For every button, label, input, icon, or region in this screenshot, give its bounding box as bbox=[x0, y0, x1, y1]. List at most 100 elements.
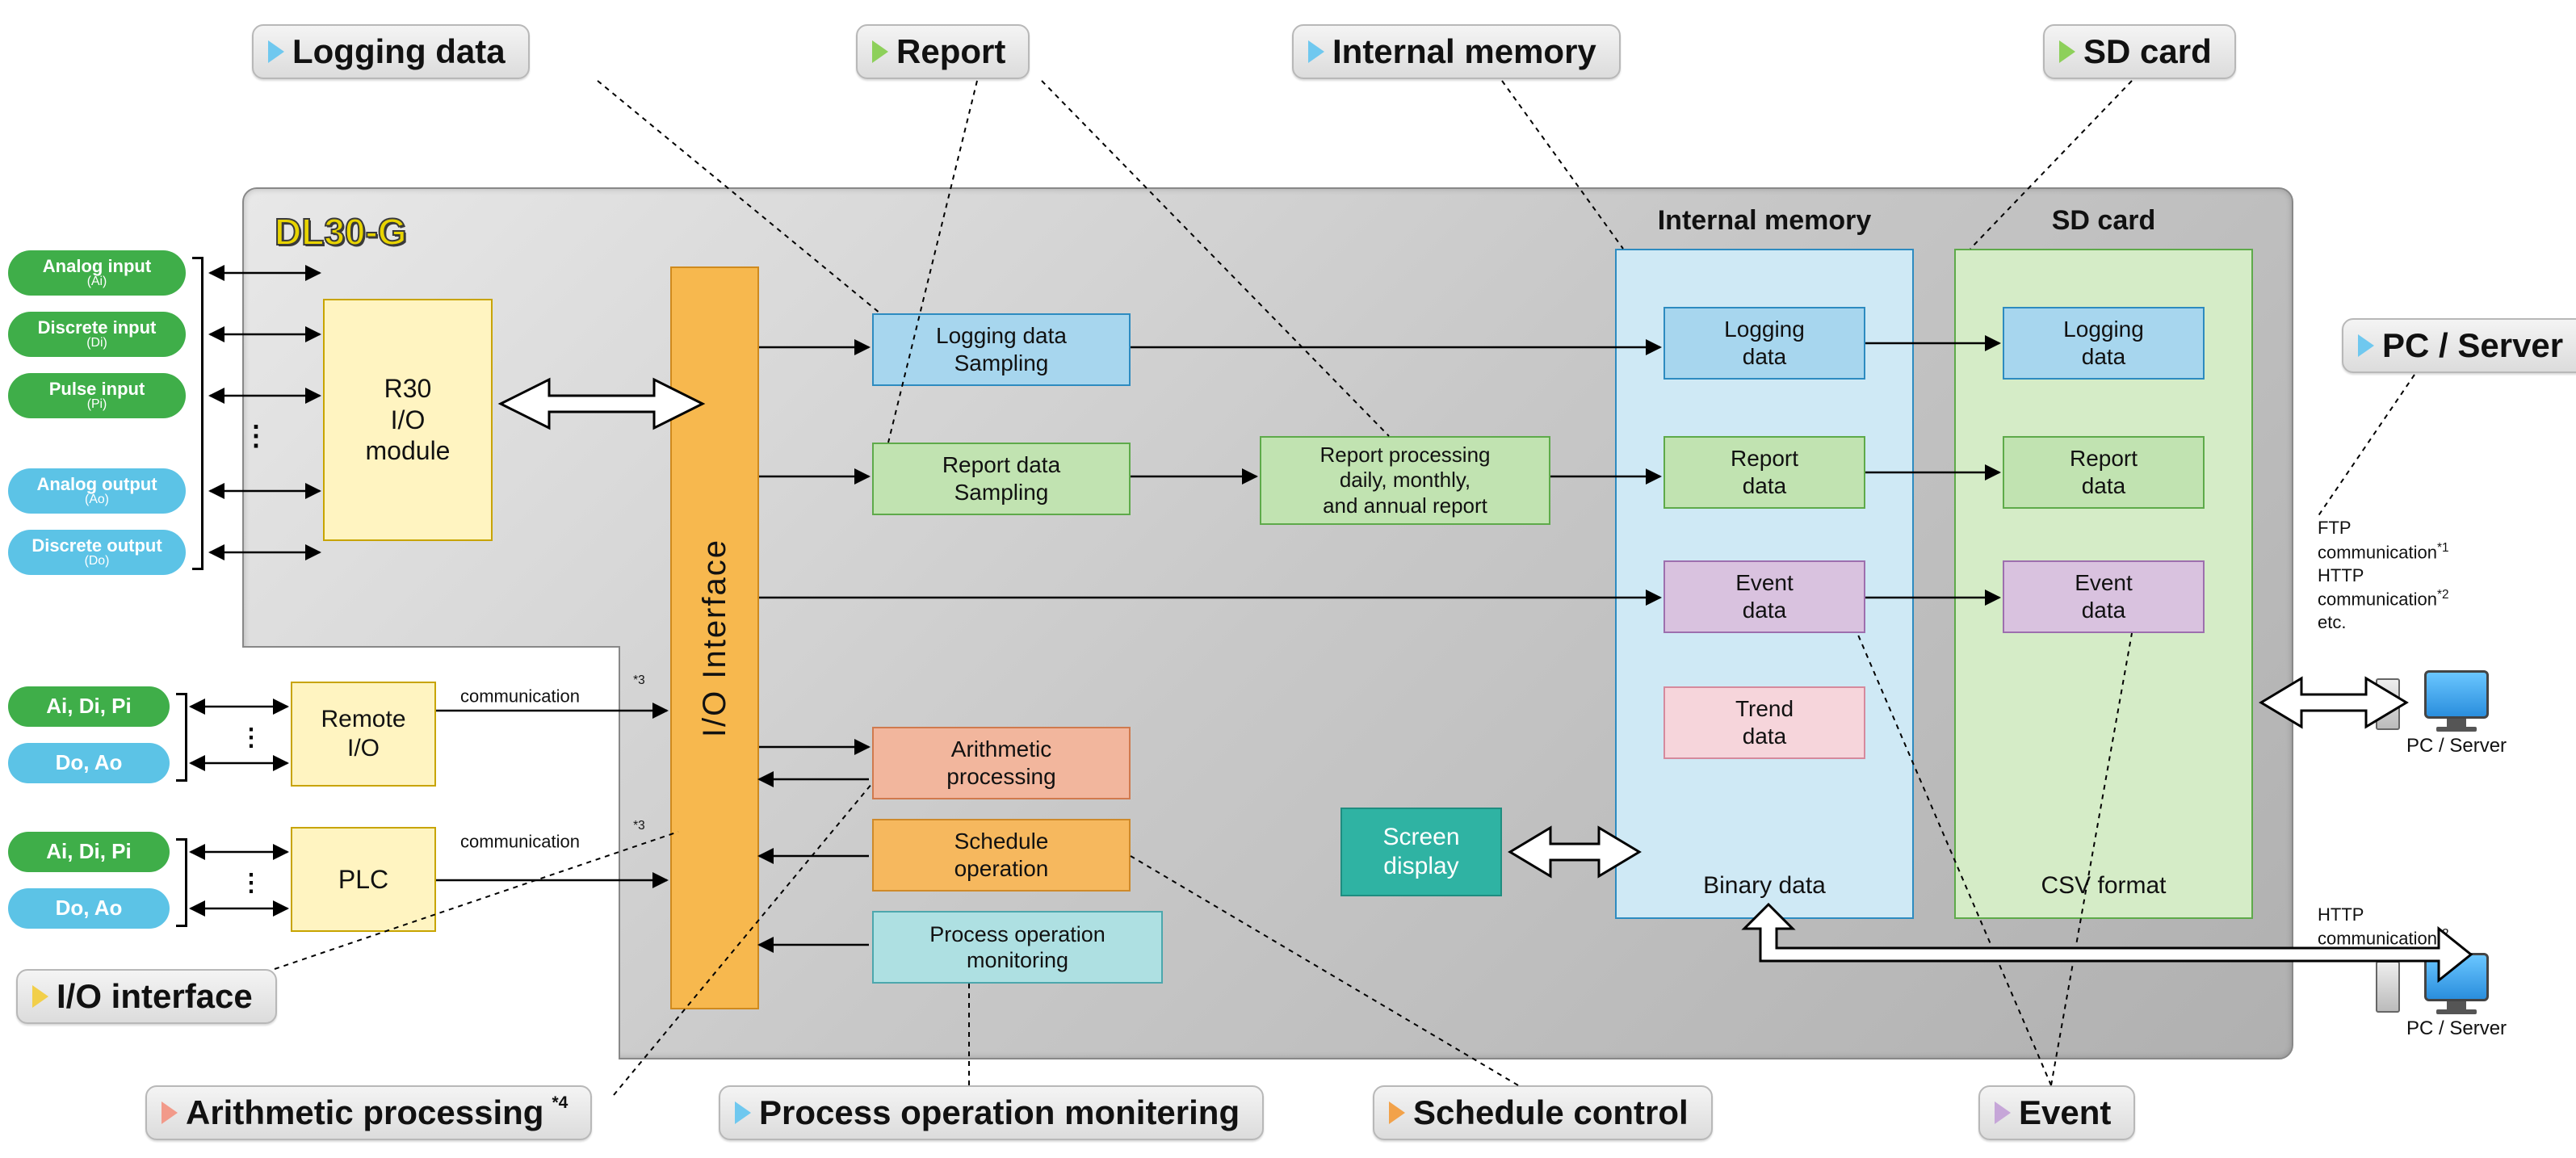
chevron-icon bbox=[1995, 1101, 2011, 1124]
box-proc-mon: Process operation monitoring bbox=[872, 911, 1163, 984]
bracket-inputs bbox=[192, 257, 203, 570]
imbox-logging: Logging data bbox=[1663, 307, 1865, 380]
callout-proc-mon: Process operation monitering bbox=[719, 1085, 1264, 1140]
pill-label: Ai, Di, Pi bbox=[46, 695, 131, 717]
chevron-icon bbox=[2059, 40, 2075, 63]
callout-label: Report bbox=[896, 32, 1005, 71]
pill-sub: (Di) bbox=[86, 337, 107, 350]
annot-sup: *3 bbox=[633, 819, 645, 833]
box-report-sampling: Report data Sampling bbox=[872, 443, 1131, 515]
annot-sup: *1 bbox=[2437, 541, 2449, 555]
pill-label: Pulse input bbox=[49, 380, 145, 398]
annot-sup: *3 bbox=[633, 673, 645, 687]
chevron-icon bbox=[2358, 334, 2374, 357]
pill-label: Do, Ao bbox=[56, 752, 123, 774]
callout-label: I/O interface bbox=[57, 977, 253, 1016]
pc-server-icon-1: PC / Server bbox=[2406, 670, 2507, 757]
sdbox-logging: Logging data bbox=[2003, 307, 2205, 380]
annot-text: HTTP communication bbox=[2318, 565, 2437, 610]
pill-label: Discrete input bbox=[38, 318, 157, 337]
callout-logging-data: Logging data bbox=[252, 24, 530, 79]
title-internal-memory: Internal memory bbox=[1615, 205, 1914, 237]
callout-io-interface: I/O interface bbox=[16, 969, 277, 1024]
device-title: DL30-G bbox=[275, 210, 407, 254]
panel-notch-border-v bbox=[619, 646, 620, 1059]
callout-sd-card: SD card bbox=[2043, 24, 2236, 79]
pill-label: Ai, Di, Pi bbox=[46, 841, 131, 862]
box-plc: PLC bbox=[291, 827, 436, 932]
callout-label: Arithmetic processing bbox=[186, 1093, 543, 1132]
callout-pc-server: PC / Server bbox=[2342, 318, 2576, 373]
callout-label: Event bbox=[2019, 1093, 2111, 1132]
box-schedule: Schedule operation bbox=[872, 819, 1131, 892]
pill-analog-output: Analog output (Ao) bbox=[8, 468, 186, 514]
chevron-icon bbox=[162, 1101, 178, 1124]
box-logging-sampling: Logging data Sampling bbox=[872, 313, 1131, 386]
pill-sub: (Ai) bbox=[87, 275, 107, 289]
label-csv: CSV format bbox=[1954, 872, 2253, 900]
box-arithmetic: Arithmetic processing bbox=[872, 727, 1131, 799]
title-sd-card: SD card bbox=[1954, 205, 2253, 237]
callout-label: Schedule control bbox=[1413, 1093, 1689, 1132]
callout-schedule: Schedule control bbox=[1373, 1085, 1713, 1140]
annot-text: communication bbox=[460, 831, 580, 851]
panel-notch-border-h bbox=[242, 646, 620, 648]
chevron-icon bbox=[1389, 1101, 1405, 1124]
annot-text: communication bbox=[460, 686, 580, 706]
pill-discrete-input: Discrete input (Di) bbox=[8, 312, 186, 357]
callout-label: Process operation monitering bbox=[759, 1093, 1240, 1132]
bracket-remote bbox=[176, 693, 187, 782]
vdots-icon: ⋮ bbox=[239, 869, 263, 897]
annot-http2: HTTP communication*2 bbox=[2318, 880, 2449, 950]
annot-text: HTTP communication bbox=[2318, 904, 2437, 949]
chevron-icon bbox=[735, 1101, 751, 1124]
pc-server-icon-2: PC / Server bbox=[2406, 953, 2507, 1040]
callout-arithmetic: Arithmetic processing *4 bbox=[145, 1085, 592, 1140]
box-remote-io: Remote I/O bbox=[291, 682, 436, 787]
pill-analog-input: Analog input (Ai) bbox=[8, 250, 186, 296]
imbox-report: Report data bbox=[1663, 436, 1865, 509]
pill-plc-doao: Do, Ao bbox=[8, 888, 170, 929]
callout-label: Logging data bbox=[292, 32, 506, 71]
annot-sup: *2 bbox=[2437, 927, 2449, 941]
pill-sub: (Do) bbox=[85, 555, 110, 569]
pill-pulse-input: Pulse input (Pi) bbox=[8, 373, 186, 418]
callout-label: Internal memory bbox=[1332, 32, 1596, 71]
pill-label: Discrete output bbox=[31, 536, 162, 555]
pc-label: PC / Server bbox=[2406, 735, 2507, 757]
annot-text: FTP communication bbox=[2318, 518, 2437, 562]
pill-label: Do, Ao bbox=[56, 897, 123, 919]
annot-comm-remote: communication *3 bbox=[460, 685, 597, 707]
pill-remote-doao: Do, Ao bbox=[8, 743, 170, 783]
callout-sup: *4 bbox=[552, 1093, 568, 1113]
box-io-interface: I/O Interface bbox=[670, 266, 759, 1009]
pill-label: Analog output bbox=[36, 475, 157, 493]
annot-comm-plc: communication *3 bbox=[460, 830, 597, 852]
chevron-icon bbox=[1308, 40, 1324, 63]
io-interface-label: I/O Interface bbox=[695, 539, 734, 737]
callout-label: SD card bbox=[2083, 32, 2212, 71]
pill-remote-aidipi: Ai, Di, Pi bbox=[8, 686, 170, 727]
vdots-icon: ⋮ bbox=[242, 420, 268, 452]
pill-plc-aidipi: Ai, Di, Pi bbox=[8, 832, 170, 872]
box-r30-module: R30 I/O module bbox=[323, 299, 493, 541]
annot-sup: *2 bbox=[2437, 588, 2449, 602]
annot-ftp-http: FTP communication*1 HTTP communication*2… bbox=[2318, 517, 2560, 635]
imbox-trend: Trend data bbox=[1663, 686, 1865, 759]
callout-report: Report bbox=[856, 24, 1030, 79]
bracket-plc bbox=[176, 838, 187, 927]
label-binary: Binary data bbox=[1615, 872, 1914, 900]
chevron-icon bbox=[268, 40, 284, 63]
pill-sub: (Pi) bbox=[87, 398, 107, 412]
chevron-icon bbox=[32, 985, 48, 1008]
pill-label: Analog input bbox=[43, 257, 151, 275]
callout-internal-memory: Internal memory bbox=[1292, 24, 1621, 79]
imbox-event: Event data bbox=[1663, 560, 1865, 633]
pill-discrete-output: Discrete output (Do) bbox=[8, 530, 186, 575]
annot-text: etc. bbox=[2318, 611, 2560, 635]
callout-label: PC / Server bbox=[2382, 326, 2563, 365]
vdots-icon: ⋮ bbox=[239, 724, 263, 752]
sdbox-event: Event data bbox=[2003, 560, 2205, 633]
pc-label: PC / Server bbox=[2406, 1017, 2507, 1040]
pill-sub: (Ao) bbox=[85, 493, 109, 507]
